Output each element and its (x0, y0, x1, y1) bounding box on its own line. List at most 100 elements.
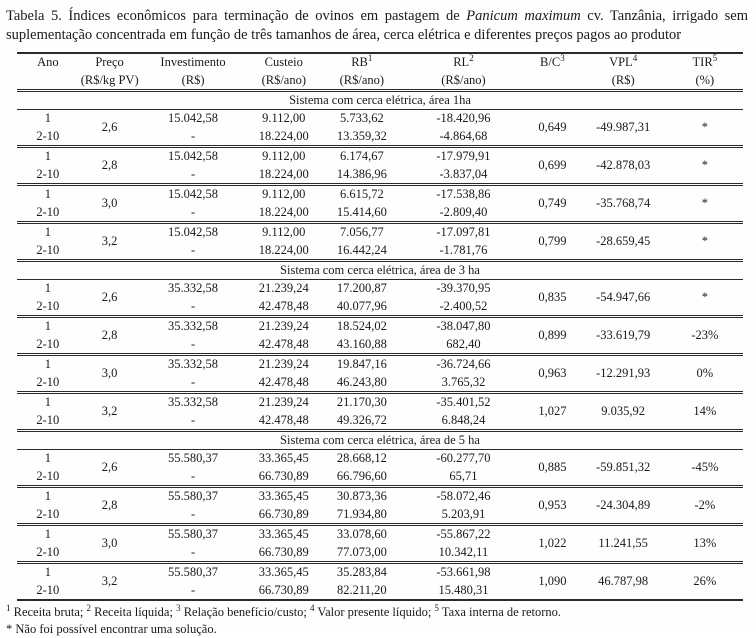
caption-text-start: Tabela 5. Índices econômicos para termin… (6, 8, 467, 24)
col-header-bc: B/C3 (540, 52, 565, 69)
investimento-value: 35.332,58 (168, 319, 219, 333)
data-row-years2-10: 2-10 - 18.224,00 16.442,24 -1.781,76 (17, 242, 743, 261)
rl-value: -38.047,80 (436, 319, 491, 333)
vpl-value: 9.035,92 (601, 403, 646, 418)
data-row-year1: 1 3,2 15.042,58 9.112,00 7.056,77 -17.097,81 0… (17, 223, 743, 248)
vpl-value: -12.291,93 (596, 365, 651, 380)
rb-value: 7.056,77 (339, 225, 384, 239)
rb-value: 14.386,96 (336, 166, 387, 181)
custeio-value: 9.112,00 (262, 187, 306, 201)
vpl-value: 46.787,98 (598, 573, 649, 588)
col-header-custeio: Custeio (264, 55, 303, 69)
data-row-year1: 1 2,8 35.332,58 21.239,24 18.524,02 -38.047,8… (17, 317, 743, 342)
ano-value: 2-10 (36, 506, 60, 521)
investimento-value: - (190, 506, 196, 521)
rl-value: -18.420,96 (436, 111, 491, 125)
data-row-year1: 1 2,6 15.042,58 9.112,00 5.733,62 -18.420,96 0… (17, 110, 743, 134)
tir-value: -23% (691, 327, 719, 342)
section-header-label: Sistema com cerca elétrica, área de 5 ha (280, 433, 480, 447)
rl-value: -55.867,22 (436, 527, 491, 541)
data-row-years2-10: 2-10 - 18.224,00 14.386,96 -3.837,04 (17, 166, 743, 185)
footnote-definitions: 1 Receita bruta; 2 Receita líquida; 3 Re… (6, 602, 562, 619)
investimento-value: - (190, 204, 196, 219)
data-row-year1: 1 2,6 55.580,37 33.365,45 28.668,12 -60.277,7… (17, 450, 743, 474)
custeio-value: 66.730,89 (258, 544, 309, 559)
rb-value: 43.160,88 (336, 336, 387, 351)
bc-value: 0,963 (538, 365, 567, 380)
footnote-sup-1: 1 (6, 602, 11, 613)
ano-value: 2-10 (36, 166, 60, 181)
col-unit-ano (17, 72, 79, 91)
custeio-value: 42.478,48 (258, 298, 309, 313)
rb-value: 49.326,72 (336, 412, 387, 427)
custeio-value: 42.478,48 (258, 336, 309, 351)
rl-value: -58.072,46 (436, 489, 491, 503)
caption-species-italic: Panicum maximum (466, 8, 581, 24)
table-caption: Tabela 5. Índices econômicos para termin… (6, 7, 748, 45)
rl-value: -2.400,52 (439, 298, 488, 313)
rl-value: 10.342,11 (438, 544, 489, 559)
custeio-value: 9.112,00 (262, 149, 306, 163)
data-row-year1: 1 3,2 55.580,37 33.365,45 35.283,84 -53.661,9… (17, 563, 743, 588)
preco-value: 3,0 (101, 195, 118, 210)
ano-value: 2-10 (36, 128, 60, 143)
investimento-value: - (190, 336, 196, 351)
rl-value: -60.277,70 (436, 451, 491, 465)
ano-value: 2-10 (36, 544, 60, 559)
ano-value: 1 (44, 565, 51, 579)
footnotes: 1 Receita bruta; 2 Receita líquida; 3 Re… (6, 602, 748, 638)
data-row-years2-10: 2-10 - 18.224,00 15.414,60 -2.809,40 (17, 204, 743, 223)
rb-value: 5.733,62 (339, 111, 384, 125)
tir-value: 26% (693, 573, 717, 588)
ano-value: 2-10 (36, 336, 60, 351)
rb-value: 6.174,67 (339, 149, 384, 163)
data-row-years2-10: 2-10 - 66.730,89 77.073,00 10.342,11 (17, 544, 743, 563)
custeio-value: 42.478,48 (258, 412, 309, 427)
rl-value: 6.848,24 (441, 412, 486, 427)
col-unit-preco: (R$/kg PV) (80, 72, 139, 87)
bc-value: 0,649 (538, 119, 567, 134)
ano-value: 1 (44, 187, 51, 201)
data-row-years2-10: 2-10 - 18.224,00 13.359,32 -4.864,68 (17, 128, 743, 147)
data-row-years2-10: 2-10 - 42.478,48 43.160,88 682,40 (17, 336, 743, 355)
tir-value: * (701, 119, 708, 134)
investimento-value: - (190, 166, 196, 181)
rl-value: 3.765,32 (441, 374, 486, 389)
table-body: Sistema com cerca elétrica, área 1ha 1 2,6… (17, 91, 743, 601)
investimento-value: 35.332,58 (168, 281, 219, 295)
rb-value: 13.359,32 (336, 128, 387, 143)
investimento-value: 15.042,58 (168, 111, 219, 125)
rl-value: -17.538,86 (436, 187, 491, 201)
custeio-value: 21.239,24 (258, 357, 309, 371)
rl-value: -35.401,52 (436, 395, 491, 409)
custeio-value: 66.730,89 (258, 582, 309, 597)
preco-value: 2,8 (101, 327, 118, 342)
data-row-year1: 1 3,0 55.580,37 33.365,45 33.078,60 -55.867,2… (17, 525, 743, 550)
vpl-value: -54.947,66 (596, 289, 651, 304)
rb-value: 19.847,16 (336, 357, 387, 371)
investimento-value: - (190, 468, 196, 483)
col-header-ano: Ano (37, 55, 59, 69)
custeio-value: 33.365,45 (258, 451, 309, 465)
rl-value: 682,40 (446, 336, 481, 351)
vpl-value: -42.878,03 (596, 157, 651, 172)
bc-value: 0,835 (538, 289, 567, 304)
ano-value: 1 (44, 527, 51, 541)
footnote-sup-4: 4 (310, 602, 315, 613)
rb-value: 77.073,00 (336, 544, 387, 559)
bc-value: 0,799 (538, 233, 567, 248)
vpl-value: 11.241,55 (598, 535, 648, 550)
custeio-value: 18.224,00 (258, 128, 309, 143)
rb-value: 30.873,36 (336, 489, 387, 503)
bc-value: 1,027 (538, 403, 567, 418)
tir-value: 0% (696, 365, 714, 380)
investimento-value: 15.042,58 (168, 225, 219, 239)
footnote-sup-3: 3 (176, 602, 181, 613)
bc-value: 0,953 (538, 497, 567, 512)
preco-value: 2,6 (101, 119, 118, 134)
custeio-value: 21.239,24 (258, 281, 309, 295)
vpl-value: -35.768,74 (596, 195, 651, 210)
data-row-years2-10: 2-10 - 42.478,48 49.326,72 6.848,24 (17, 412, 743, 431)
preco-value: 3,2 (101, 573, 118, 588)
